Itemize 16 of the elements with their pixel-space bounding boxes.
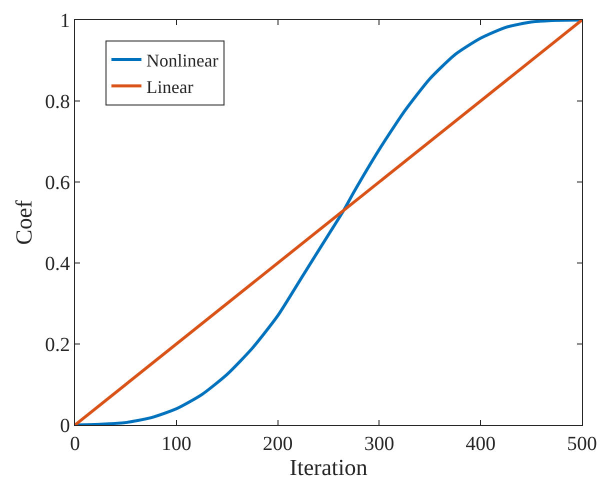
x-tick-label: 100 bbox=[161, 433, 192, 455]
x-tick-label: 200 bbox=[262, 433, 293, 455]
x-tick-label: 300 bbox=[364, 433, 394, 455]
y-tick-label: 0.8 bbox=[45, 91, 70, 113]
legend-label: Linear bbox=[146, 76, 194, 97]
y-axis-title: Coef bbox=[11, 200, 36, 245]
x-tick-label: 500 bbox=[567, 433, 597, 455]
y-tick-label: 0.2 bbox=[45, 334, 70, 356]
line-series bbox=[75, 20, 582, 425]
y-tick-label: 0 bbox=[60, 415, 70, 437]
y-tick-label: 0.6 bbox=[45, 172, 70, 194]
legend-label: Nonlinear bbox=[146, 50, 218, 70]
y-tick-label: 1 bbox=[60, 10, 70, 32]
y-tick-label: 0.4 bbox=[45, 253, 70, 275]
x-tick-label: 400 bbox=[466, 433, 496, 455]
x-axis-title: Iteration bbox=[290, 455, 368, 480]
